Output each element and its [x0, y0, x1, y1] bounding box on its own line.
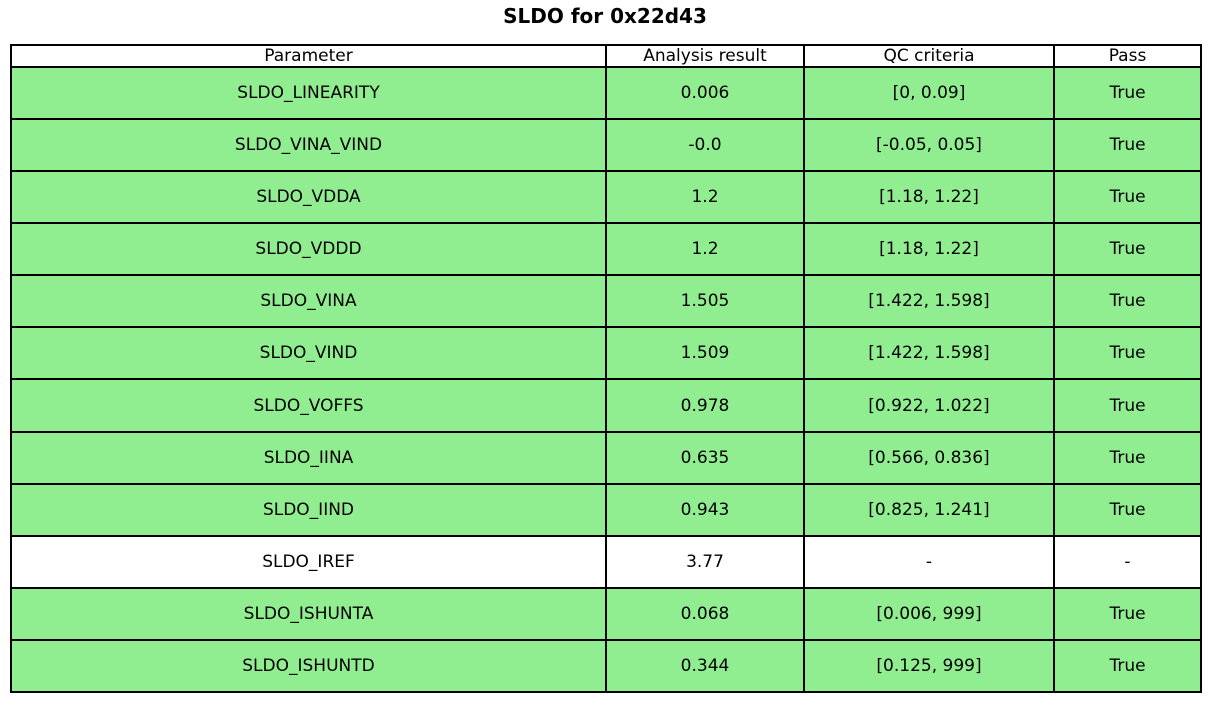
analysis-result-cell: 0.006: [605, 65, 805, 121]
table-row: SLDO_LINEARITY 0.006 [0, 0.09] True: [10, 65, 1202, 121]
table-row: SLDO_ISHUNTD 0.344 [0.125, 999] True: [10, 638, 1202, 694]
analysis-result-cell: -0.0: [605, 118, 805, 173]
qc-results-table: Parameter Analysis result QC criteria Pa…: [10, 44, 1202, 694]
table-row: SLDO_VDDD 1.2 [1.18, 1.22] True: [10, 222, 1202, 277]
parameter-cell: SLDO_ISHUNTD: [10, 638, 607, 694]
table-row: SLDO_IINA 0.635 [0.566, 0.836] True: [10, 430, 1202, 485]
pass-cell: True: [1053, 586, 1202, 641]
analysis-result-cell: 1.509: [605, 326, 805, 381]
analysis-result-cell: 1.2: [605, 222, 805, 277]
header-analysis-result: Analysis result: [605, 44, 805, 68]
pass-cell: True: [1053, 170, 1202, 225]
qc-criteria-cell: [0.825, 1.241]: [803, 482, 1055, 537]
parameter-cell: SLDO_IREF: [10, 534, 607, 589]
qc-criteria-cell: [-0.05, 0.05]: [803, 118, 1055, 173]
header-row: Parameter Analysis result QC criteria Pa…: [10, 44, 1202, 68]
analysis-result-cell: 0.943: [605, 482, 805, 537]
pass-cell: True: [1053, 65, 1202, 121]
pass-cell: True: [1053, 118, 1202, 173]
parameter-cell: SLDO_ISHUNTA: [10, 586, 607, 641]
table-row: SLDO_VINA_VIND -0.0 [-0.05, 0.05] True: [10, 118, 1202, 173]
table-row: SLDO_IREF 3.77 - -: [10, 534, 1202, 589]
analysis-result-cell: 3.77: [605, 534, 805, 589]
table-row: SLDO_VIND 1.509 [1.422, 1.598] True: [10, 326, 1202, 381]
pass-cell: True: [1053, 222, 1202, 277]
pass-cell: True: [1053, 378, 1202, 433]
parameter-cell: SLDO_VOFFS: [10, 378, 607, 433]
qc-criteria-cell: [1.422, 1.598]: [803, 274, 1055, 329]
table-header: Parameter Analysis result QC criteria Pa…: [10, 44, 1202, 68]
qc-criteria-cell: [1.18, 1.22]: [803, 170, 1055, 225]
parameter-cell: SLDO_LINEARITY: [10, 65, 607, 121]
analysis-result-cell: 0.068: [605, 586, 805, 641]
qc-criteria-cell: [0.566, 0.836]: [803, 430, 1055, 485]
qc-criteria-cell: [0.006, 999]: [803, 586, 1055, 641]
qc-criteria-cell: -: [803, 534, 1055, 589]
table-row: SLDO_IIND 0.943 [0.825, 1.241] True: [10, 482, 1202, 537]
parameter-cell: SLDO_IINA: [10, 430, 607, 485]
parameter-cell: SLDO_VINA: [10, 274, 607, 329]
parameter-cell: SLDO_VDDA: [10, 170, 607, 225]
qc-criteria-cell: [0.125, 999]: [803, 638, 1055, 694]
qc-criteria-cell: [0.922, 1.022]: [803, 378, 1055, 433]
pass-cell: True: [1053, 326, 1202, 381]
analysis-result-cell: 0.635: [605, 430, 805, 485]
qc-criteria-cell: [1.18, 1.22]: [803, 222, 1055, 277]
table-row: SLDO_ISHUNTA 0.068 [0.006, 999] True: [10, 586, 1202, 641]
qc-criteria-cell: [0, 0.09]: [803, 65, 1055, 121]
analysis-result-cell: 1.505: [605, 274, 805, 329]
parameter-cell: SLDO_VINA_VIND: [10, 118, 607, 173]
table-body: SLDO_LINEARITY 0.006 [0, 0.09] True SLDO…: [10, 65, 1202, 694]
pass-cell: True: [1053, 274, 1202, 329]
pass-cell: -: [1053, 534, 1202, 589]
pass-cell: True: [1053, 482, 1202, 537]
analysis-result-cell: 1.2: [605, 170, 805, 225]
pass-cell: True: [1053, 430, 1202, 485]
header-parameter: Parameter: [10, 44, 607, 68]
parameter-cell: SLDO_VIND: [10, 326, 607, 381]
pass-cell: True: [1053, 638, 1202, 694]
table-row: SLDO_VOFFS 0.978 [0.922, 1.022] True: [10, 378, 1202, 433]
table-row: SLDO_VINA 1.505 [1.422, 1.598] True: [10, 274, 1202, 329]
analysis-result-cell: 0.344: [605, 638, 805, 694]
header-pass: Pass: [1053, 44, 1202, 68]
parameter-cell: SLDO_VDDD: [10, 222, 607, 277]
table-row: SLDO_VDDA 1.2 [1.18, 1.22] True: [10, 170, 1202, 225]
page-title: SLDO for 0x22d43: [503, 4, 707, 28]
header-qc-criteria: QC criteria: [803, 44, 1055, 68]
qc-criteria-cell: [1.422, 1.598]: [803, 326, 1055, 381]
parameter-cell: SLDO_IIND: [10, 482, 607, 537]
analysis-result-cell: 0.978: [605, 378, 805, 433]
